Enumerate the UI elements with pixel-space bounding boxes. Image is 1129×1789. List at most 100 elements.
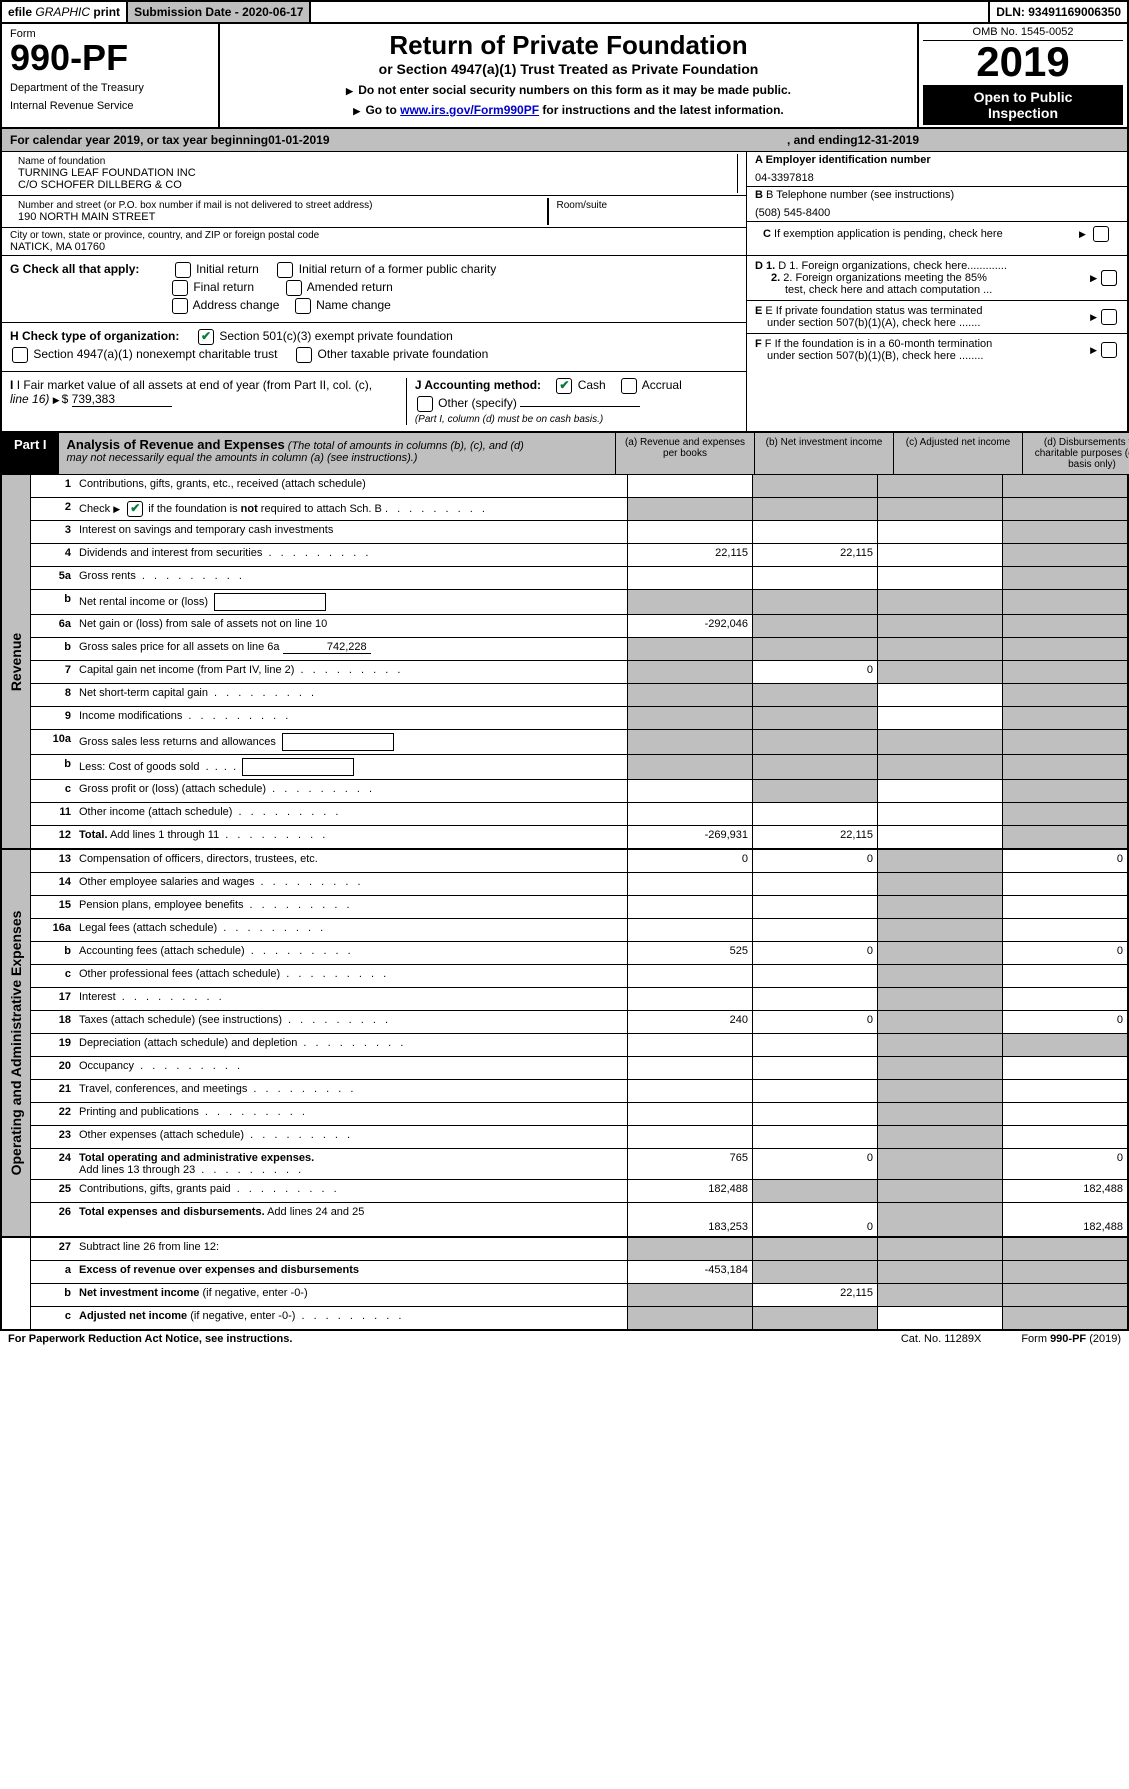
g-opt5: Name change [316,298,391,312]
revenue-body: 1Contributions, gifts, grants, etc., rec… [31,475,1127,848]
r5b-box[interactable] [214,593,326,611]
d1: D 1. D 1. Foreign organizations, check h… [755,260,1119,272]
note2-pre: Go to [365,103,400,117]
r16b-d: 0 [1002,942,1127,964]
i-line: line 16) $ 739,383 [10,392,398,407]
footer-left: For Paperwork Reduction Act Notice, see … [8,1333,292,1345]
row-1: 1Contributions, gifts, grants, etc., rec… [31,475,1127,498]
dln-cell: DLN: 93491169006350 [988,2,1127,22]
r10b-box[interactable] [242,758,354,776]
g-amended-checkbox[interactable] [286,280,302,296]
i-val: 739,383 [72,392,172,407]
g-address-checkbox[interactable] [172,298,188,314]
r2c: not [241,503,258,515]
r27-body: 27Subtract line 26 from line 12: aExcess… [31,1238,1127,1329]
r19-t: Depreciation (attach schedule) and deple… [79,1037,297,1049]
r9-t: Income modifications [79,710,182,722]
r26b-t: Add lines 24 and 25 [265,1206,365,1218]
h-other-checkbox[interactable] [296,347,312,363]
note-1: Do not enter social security numbers on … [230,83,907,97]
row-20: 20Occupancy [31,1057,1127,1080]
r16b-b: 0 [752,942,877,964]
col-a-header: (a) Revenue and expenses per books [615,433,754,474]
r2-desc: Check if the foundation is not required … [75,498,627,520]
c-item: C If exemption application is pending, c… [755,224,1119,244]
r14-desc: Other employee salaries and wages [75,873,627,895]
g-opt0: Initial return [196,262,259,276]
cal-mid: , and ending [787,133,858,147]
revenue-label: Revenue [8,632,24,690]
r18-t: Taxes (attach schedule) (see instruction… [79,1014,282,1026]
h-4947-checkbox[interactable] [12,347,28,363]
f-checkbox[interactable] [1101,342,1117,358]
g-initial-checkbox[interactable] [175,262,191,278]
c-check-wrap [1079,226,1111,242]
j-accrual-checkbox[interactable] [621,378,637,394]
r24a-t: Total operating and administrative expen… [79,1152,314,1164]
row-17: 17Interest [31,988,1127,1011]
cal-spacer2 [919,133,1119,147]
r2a: Check [79,503,113,515]
r10a-box[interactable] [282,733,394,751]
r2d: required to attach Sch. B [258,503,382,515]
h-opt3: Other taxable private foundation [318,347,489,361]
expenses-body: 13Compensation of officers, directors, t… [31,850,1127,1236]
g-name-checkbox[interactable] [295,298,311,314]
arrow-icon [1090,311,1099,323]
col-b-header: (b) Net investment income [754,433,893,474]
r27c-t: Adjusted net income [79,1310,187,1322]
r27-desc: Subtract line 26 from line 12: [75,1238,627,1260]
row-2: 2 Check if the foundation is not require… [31,498,1127,521]
g-opt4: Address change [193,298,280,312]
g-opt1: Initial return of a former public charit… [299,262,496,276]
row-12: 12Total. Add lines 1 through 11-269,9312… [31,826,1127,848]
r25-d: 182,488 [1002,1180,1127,1202]
row-6b: bGross sales price for all assets on lin… [31,638,1127,661]
row-3: 3Interest on savings and temporary cash … [31,521,1127,544]
r10a-desc: Gross sales less returns and allowances [75,730,627,754]
entity-right: A Employer identification number 04-3397… [747,152,1127,255]
note2-link[interactable]: www.irs.gov/Form990PF [400,103,539,117]
j-other-checkbox[interactable] [417,396,433,412]
col-c-header: (c) Adjusted net income [893,433,1022,474]
c-checkbox[interactable] [1093,226,1109,242]
j-other-input[interactable] [520,406,640,407]
r24-b: 0 [752,1149,877,1179]
e-item: E E If private foundation status was ter… [747,301,1127,334]
r21-t: Travel, conferences, and meetings [79,1083,247,1095]
row-24: 24Total operating and administrative exp… [31,1149,1127,1180]
h-501c3-checkbox[interactable] [198,329,214,345]
submission-label: Submission Date [134,5,231,19]
r5b-t: Net rental income or (loss) [79,596,208,608]
i-label: I Fair market value of all assets at end… [17,378,372,392]
j-cash-checkbox[interactable] [556,378,572,394]
r4-a: 22,115 [627,544,752,566]
g-final-checkbox[interactable] [172,280,188,296]
r20-t: Occupancy [79,1060,134,1072]
d2-checkbox[interactable] [1101,270,1117,286]
r8-t: Net short-term capital gain [79,687,208,699]
r5a-t: Gross rents [79,570,136,582]
r12-b: 22,115 [752,826,877,848]
r27a-desc: Excess of revenue over expenses and disb… [75,1261,627,1283]
city: NATICK, MA 01760 [10,241,738,253]
r19-desc: Depreciation (attach schedule) and deple… [75,1034,627,1056]
arrow-icon [346,83,355,97]
row-25: 25Contributions, gifts, grants paid182,4… [31,1180,1127,1203]
r25-t: Contributions, gifts, grants paid [79,1183,231,1195]
j-cell: J Accounting method: Cash Accrual Other … [415,378,738,425]
e-checkbox[interactable] [1101,309,1117,325]
open2: Inspection [925,105,1121,121]
r27b2-t: (if negative, enter -0-) [199,1287,307,1299]
j-label: J Accounting method: [415,378,541,392]
r2-checkbox[interactable] [127,501,143,517]
r4-b: 22,115 [752,544,877,566]
g-initial-former-checkbox[interactable] [277,262,293,278]
r22-desc: Printing and publications [75,1103,627,1125]
arrow-icon [113,503,122,515]
cal-end: 12-31-2019 [858,133,919,147]
r7-b: 0 [752,661,877,683]
row-10a: 10aGross sales less returns and allowanc… [31,730,1127,755]
tax-year: 2019 [923,41,1123,83]
r17-desc: Interest [75,988,627,1010]
